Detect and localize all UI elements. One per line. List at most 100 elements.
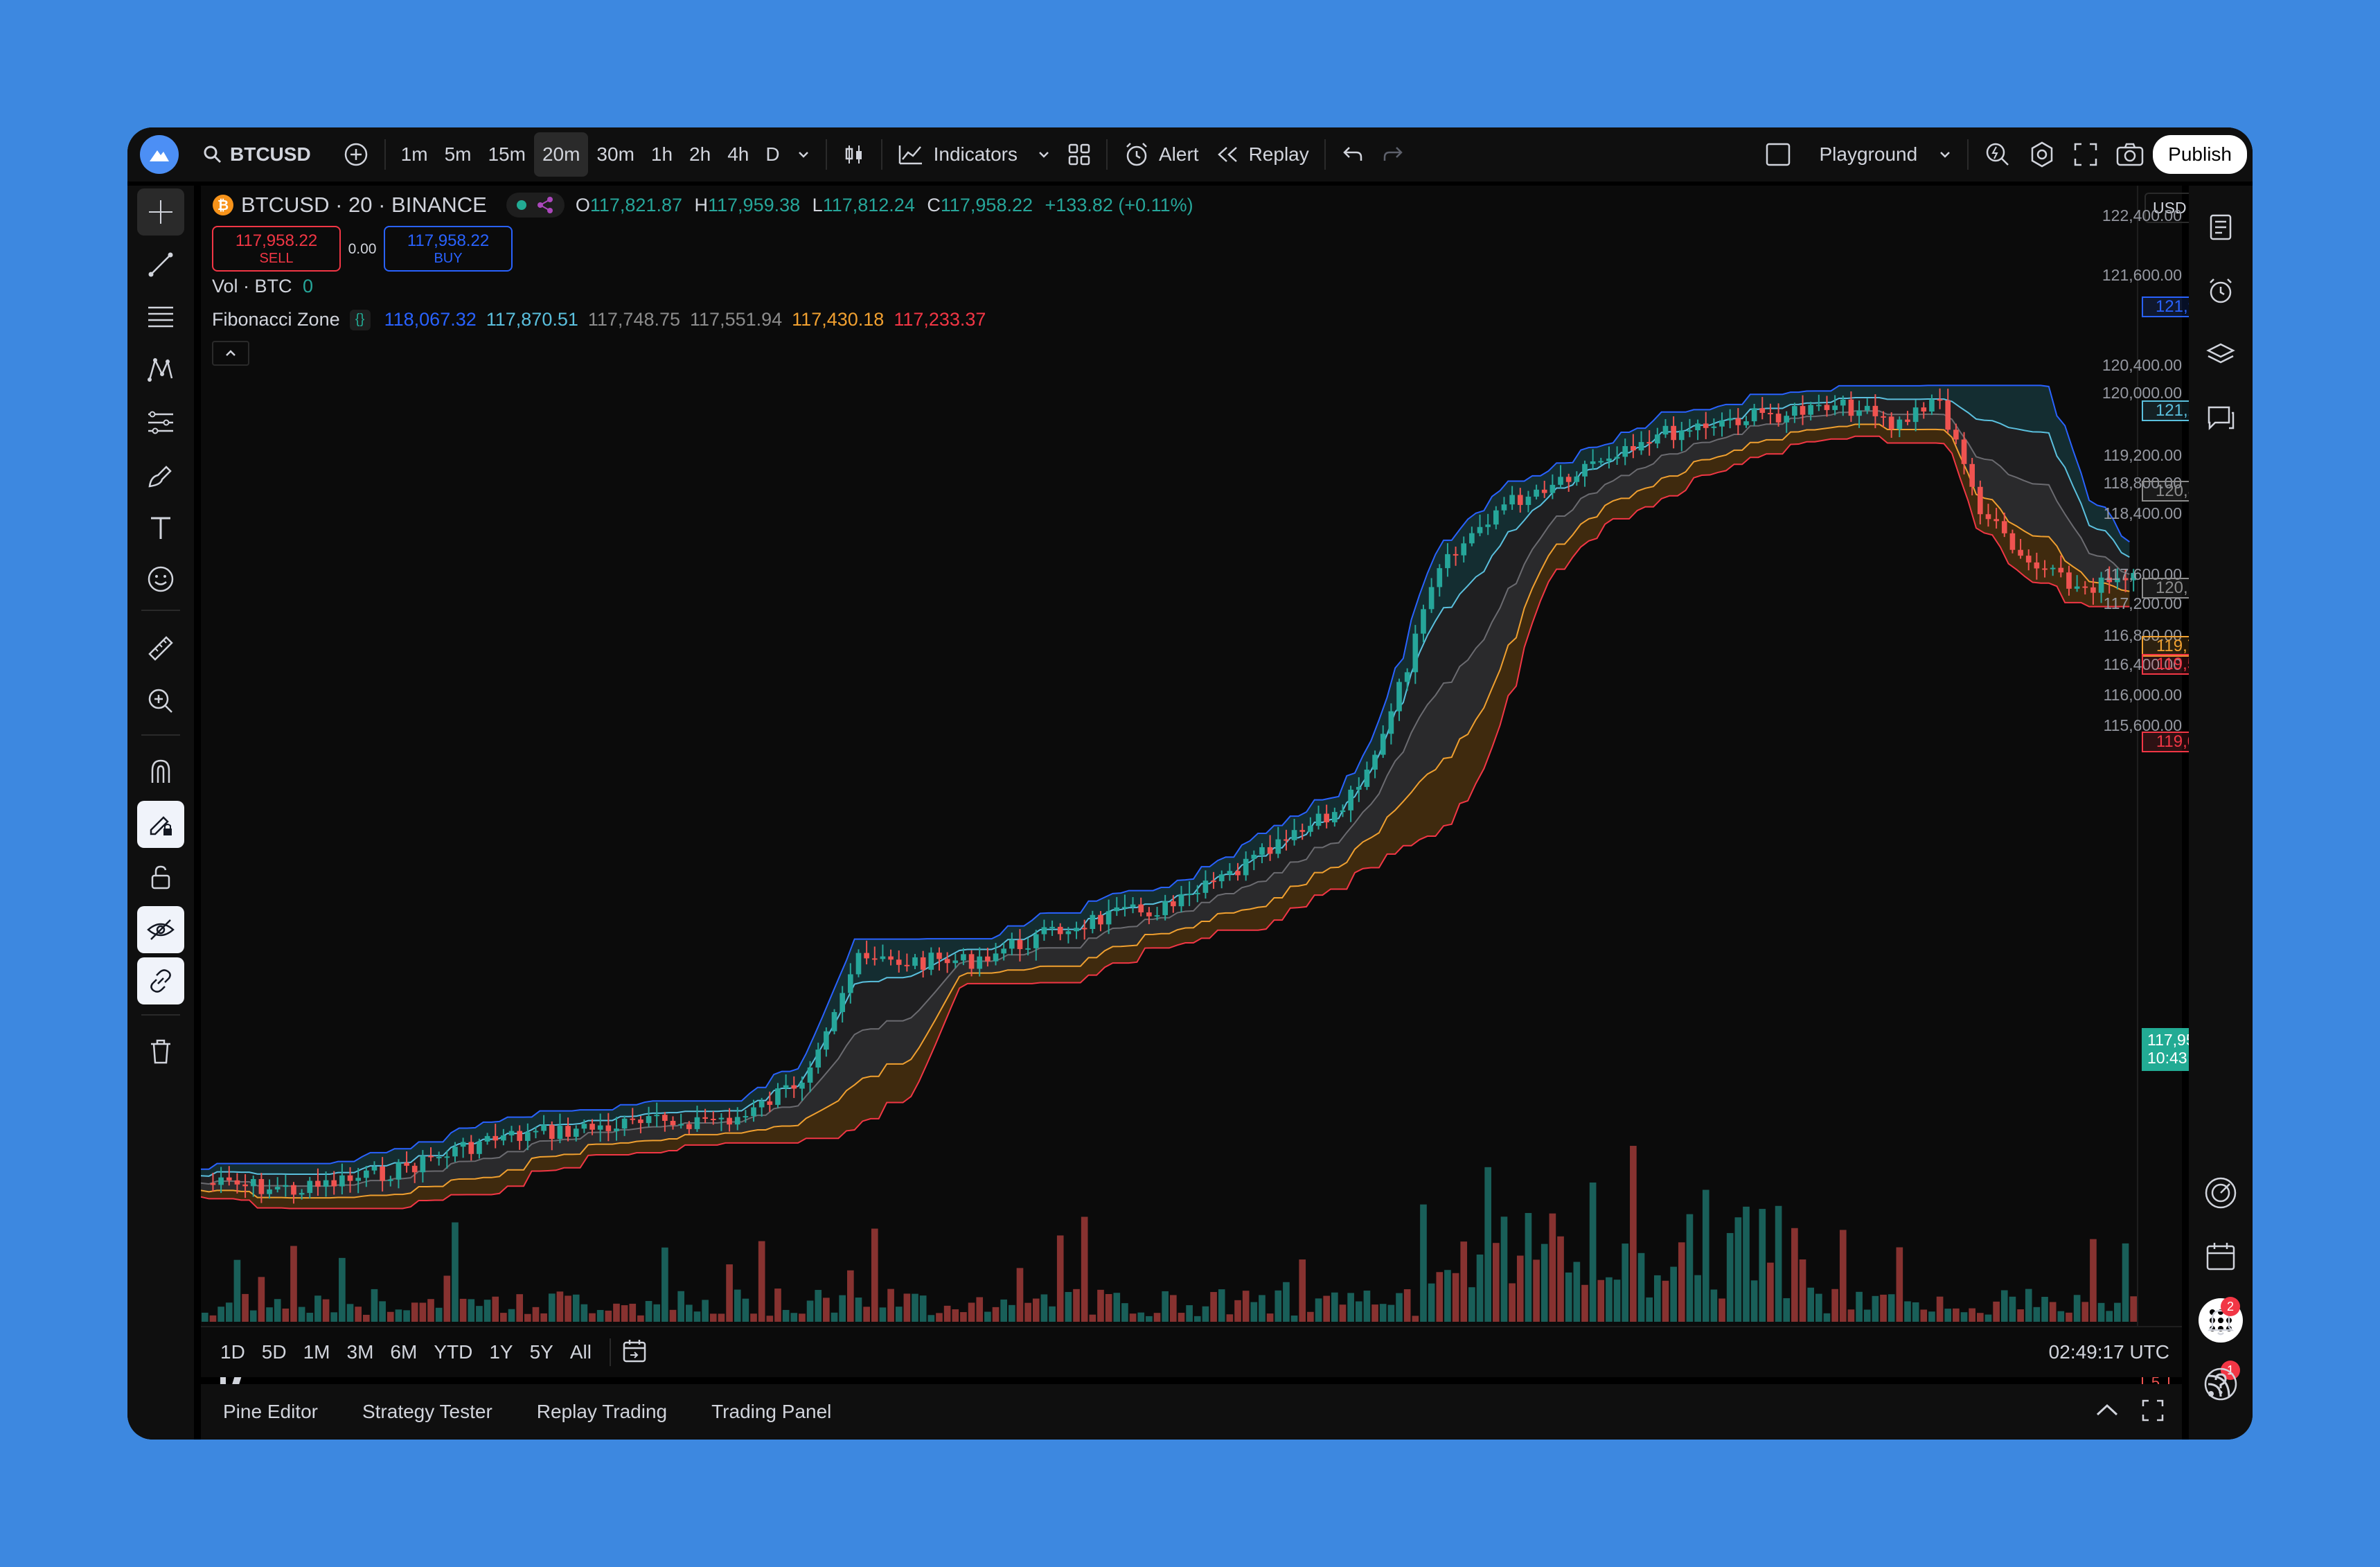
app-logo[interactable] [140,135,179,174]
fib-value-0: 118,067.32 [384,309,477,330]
sell-price: 117,958.22 [235,231,318,250]
timeframe-5m[interactable]: 5m [444,143,472,165]
stay-in-drawing-mode-tool[interactable] [137,801,184,848]
magnet-icon [151,759,170,783]
range-3M[interactable]: 3M [346,1341,374,1363]
collapse-legend-button[interactable] [212,341,249,366]
eye-crossed-icon [147,919,175,940]
panel-tab-2[interactable]: Replay Trading [536,1401,668,1422]
maximize-icon [2142,1399,2164,1421]
pattern-tool[interactable] [137,346,184,393]
drawing-toolbar [127,186,194,1440]
crosshair-tool[interactable] [137,188,184,236]
market-status[interactable] [506,193,565,218]
maximize-panel-button[interactable] [2140,1398,2165,1426]
text-tool[interactable] [137,504,184,551]
alert-button[interactable]: Alert [1114,132,1207,177]
timeframe-4h[interactable]: 4h [727,143,749,165]
goto-date-button[interactable] [621,1337,648,1368]
fib-value-4: 117,430.18 [792,309,885,330]
brush-tool[interactable] [137,452,184,499]
replay-button[interactable]: Replay [1207,132,1317,177]
layout-button[interactable]: Playground [1756,132,1961,177]
spread-value: 0.00 [348,241,377,257]
gear-icon [2031,141,2053,168]
timeframe-1m[interactable]: 1m [400,143,428,165]
forecasting-tool[interactable] [137,399,184,446]
emoji-tool[interactable] [137,556,184,603]
chevron-down-icon [798,152,808,158]
redo-button[interactable] [1373,132,1413,177]
timeframe-D[interactable]: D [765,143,780,165]
range-All[interactable]: All [569,1341,592,1363]
range-5D[interactable]: 5D [261,1341,287,1363]
chart-type-button[interactable] [834,132,874,177]
timeframe-20m[interactable]: 20m [533,132,589,177]
buy-button[interactable]: 117,958.22 BUY [384,226,513,272]
templates-button[interactable] [1059,132,1099,177]
chevron-down-icon [1940,152,1951,158]
magnet-tool[interactable] [137,748,184,795]
price-label: 118,400.00 [2103,504,2182,522]
trend-line-tool[interactable] [137,241,184,288]
range-5Y[interactable]: 5Y [529,1341,553,1363]
hide-drawings-tool[interactable] [137,906,184,953]
publish-button[interactable]: Publish [2153,135,2247,174]
chart-pane[interactable]: ₿ BTCUSD · 20 · BINANCE O117,821.87 H117… [201,186,2253,1393]
fib-values: 118,067.32 117,870.51 117,748.75 117,551.94… [375,309,986,330]
alerts-panel-button[interactable] [2199,269,2243,313]
settings-button[interactable] [2020,132,2064,177]
chats-button[interactable] [2199,396,2243,441]
fullscreen-button[interactable] [2064,132,2107,177]
compare-symbol-button[interactable] [335,132,378,177]
timeframe-30m[interactable]: 30m [596,143,634,165]
symbol-legend[interactable]: ₿ BTCUSD · 20 · BINANCE O117,821.87 H117… [212,193,1193,218]
zoom-in-tool[interactable] [137,678,184,725]
chevron-down-icon [1039,152,1049,158]
measure-tool[interactable] [137,625,184,672]
panel-tab-1[interactable]: Strategy Tester [362,1401,492,1422]
symbol-search-button[interactable]: BTCUSD [194,132,319,177]
ideas-button[interactable] [2199,1171,2243,1215]
range-6M[interactable]: 6M [390,1341,418,1363]
price-label: 116,000.00 [2103,686,2182,704]
price-label: 120,400.00 [2102,356,2182,374]
link-icon [150,969,171,993]
timeframe-15m[interactable]: 15m [488,143,526,165]
calendar-button[interactable] [2199,1234,2243,1279]
quick-search-button[interactable] [1975,132,2020,177]
low-value: 117,812.24 [822,194,915,215]
sync-drawings-tool[interactable] [137,957,184,1004]
range-1Y[interactable]: 1Y [489,1341,513,1363]
alarm-clock-icon [1126,143,1147,166]
help-button[interactable] [2199,1362,2243,1406]
expand-panel-button[interactable] [2095,1402,2120,1422]
undo-button[interactable] [1333,132,1373,177]
sell-button[interactable]: 117,958.22 SELL [212,226,341,272]
notifications-button[interactable]: 2 [2199,1297,2243,1343]
indicators-button[interactable]: Indicators [889,132,1059,177]
mountain-icon [150,150,169,161]
snapshot-button[interactable] [2107,132,2153,177]
fib-retracement-tool[interactable] [137,294,184,341]
calendar-icon [2206,1243,2235,1271]
range-1D[interactable]: 1D [220,1341,245,1363]
panel-tab-3[interactable]: Trading Panel [711,1401,832,1422]
range-YTD[interactable]: YTD [434,1341,473,1363]
fibonacci-zone-legend[interactable]: Fibonacci Zone {} 118,067.32 117,870.51 11… [212,309,986,330]
watchlist-button[interactable] [2199,205,2243,249]
range-1M[interactable]: 1M [303,1341,330,1363]
lock-drawings-tool[interactable] [137,853,184,901]
timeframe-2h[interactable]: 2h [689,143,711,165]
price-chart[interactable] [201,186,2182,1331]
timeframe-more-button[interactable] [788,132,819,177]
fib-value-5: 117,233.37 [894,309,986,330]
panel-tab-0[interactable]: Pine Editor [223,1401,318,1422]
object-tree-button[interactable] [2199,333,2243,377]
volume-legend[interactable]: Vol · BTC 0 [212,276,313,297]
timeframe-1h[interactable]: 1h [650,143,673,165]
layers-icon [2206,343,2235,364]
remove-drawings-tool[interactable] [137,1028,184,1075]
crosshair-icon [149,200,172,224]
clock-timezone[interactable]: 02:49:17 UTC [2048,1341,2169,1363]
